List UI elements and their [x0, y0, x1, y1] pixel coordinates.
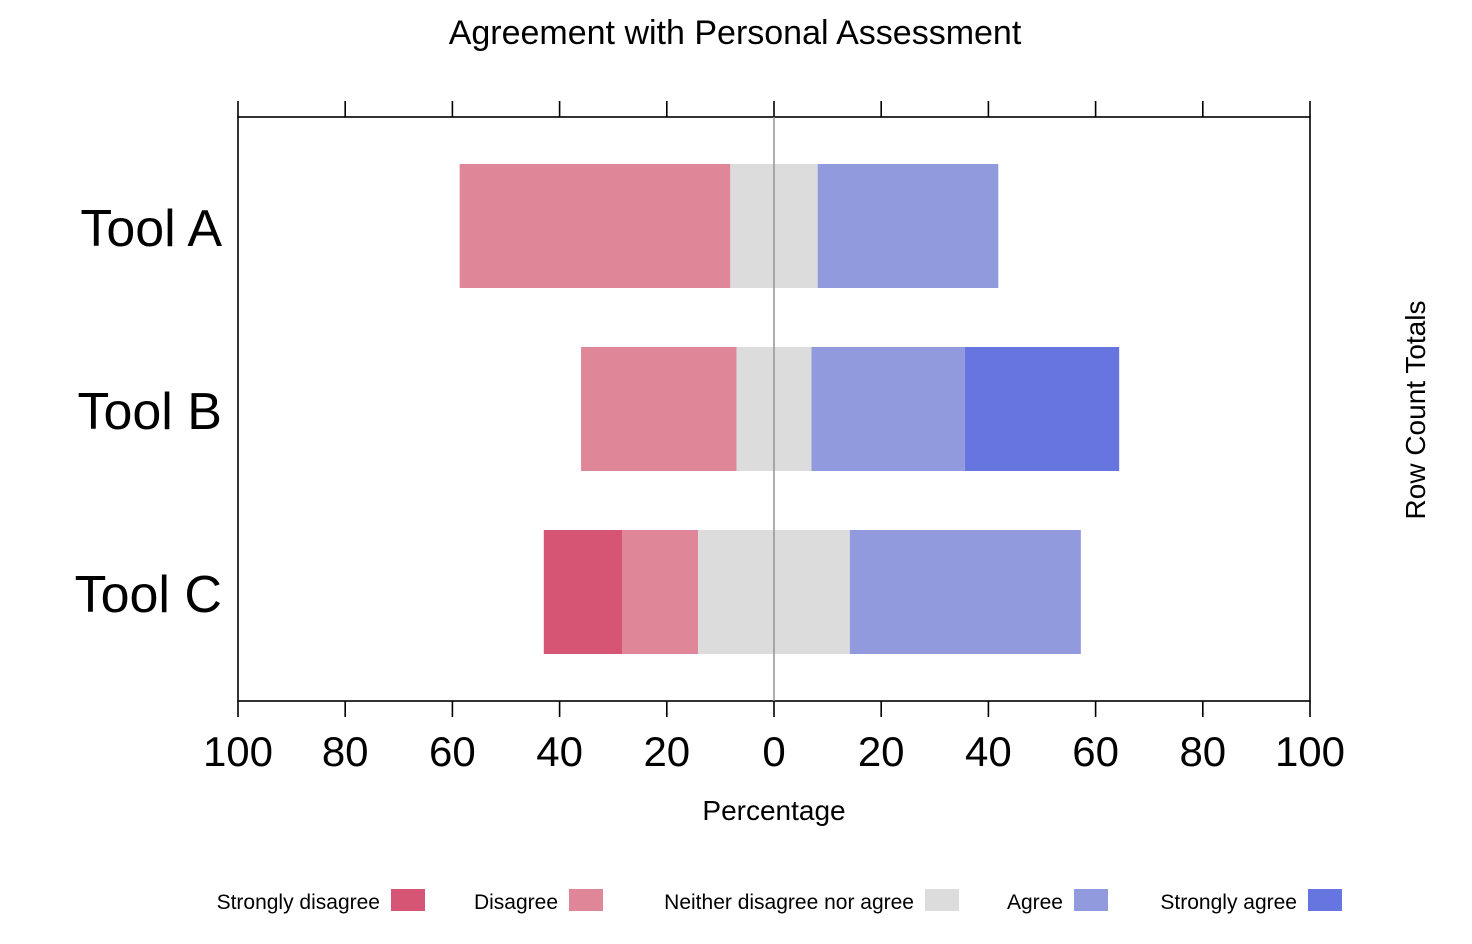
bar-tool-c-agree [849, 530, 1081, 654]
x-tick-label: 80 [1179, 728, 1226, 775]
x-tick-label: 60 [429, 728, 476, 775]
bar-tool-a-disagree [459, 164, 731, 288]
x-tick-label: 100 [1275, 728, 1345, 775]
x-tick-label: 0 [762, 728, 785, 775]
x-tick-label: 40 [965, 728, 1012, 775]
x-tick-label: 80 [322, 728, 369, 775]
x-tick-label: 20 [643, 728, 690, 775]
legend-label: Disagree [474, 891, 558, 914]
bar-tool-c-disagree [622, 530, 699, 654]
legend-swatch [1308, 889, 1342, 911]
category-label: Tool A [80, 200, 222, 258]
x-tick-label: 100 [203, 728, 273, 775]
bar-tool-a-agree [817, 164, 999, 288]
bar-tool-b-agree [811, 347, 965, 471]
chart-title: Agreement with Personal Assessment [449, 14, 1022, 52]
legend-label: Agree [1007, 891, 1063, 914]
x-axis-label: Percentage [702, 795, 845, 826]
legend-label: Strongly disagree [217, 891, 380, 914]
bar-tool-b-strongly-agree [964, 347, 1120, 471]
bar-tool-c-strongly-disagree [543, 530, 623, 654]
category-label: Tool C [75, 566, 222, 624]
bars-group [459, 164, 1120, 654]
legend-swatch [391, 889, 425, 911]
legend-label: Strongly agree [1160, 891, 1297, 914]
right-axis-label: Row Count Totals [1400, 301, 1431, 520]
x-tick-label: 40 [536, 728, 583, 775]
x-tick-label: 20 [858, 728, 905, 775]
legend-label: Neither disagree nor agree [664, 891, 914, 914]
category-labels: Tool A Tool B Tool C [75, 200, 223, 624]
x-tick-label: 60 [1072, 728, 1119, 775]
legend-swatch [1074, 889, 1108, 911]
axis-ticks: 100 80 60 40 20 0 20 40 60 80 100 [203, 101, 1345, 775]
bar-tool-b-disagree [581, 347, 737, 471]
legend-swatch [925, 889, 959, 911]
legend: Strongly disagree Disagree Neither disagre… [217, 889, 1342, 914]
category-label: Tool B [77, 383, 222, 441]
legend-swatch [569, 889, 603, 911]
